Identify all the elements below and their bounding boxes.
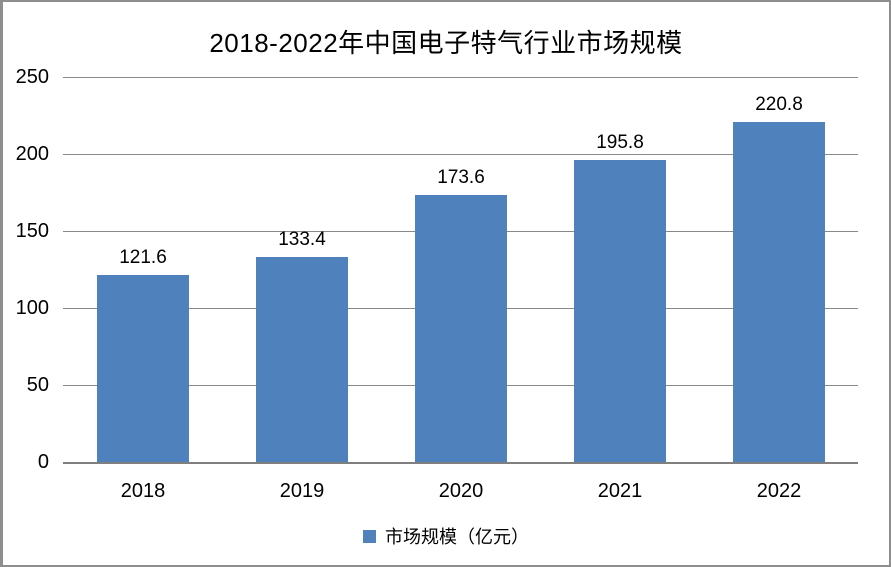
bar-2019 [256,257,348,462]
bar-2018 [97,275,189,462]
bar-2020 [415,195,507,462]
gridline [63,154,858,155]
y-tick-label: 200 [15,143,49,165]
bar-2022 [733,122,825,462]
bar-value-label: 220.8 [755,94,803,115]
x-tick-label: 2019 [279,480,325,502]
x-tick-label: 2018 [120,480,166,502]
legend-label: 市场规模（亿元） [385,527,529,547]
gridline [63,77,858,78]
bar-value-label: 173.6 [437,167,485,188]
plot-area: 121.6 133.4 173.6 195.8 220.8 [63,77,858,464]
legend-marker-icon [363,529,376,543]
bar-value-label: 133.4 [278,229,326,250]
x-tick-label: 2022 [756,480,802,502]
y-tick-label: 50 [26,374,49,396]
x-tick-label: 2020 [438,480,484,502]
bar-value-label: 121.6 [119,247,167,268]
y-tick-label: 100 [15,297,49,319]
bar-value-label: 195.8 [596,132,644,153]
bar-2021 [574,160,666,462]
legend: 市场规模（亿元） [3,523,889,549]
y-tick-label: 150 [15,220,49,242]
chart-title: 2018-2022年中国电子特气行业市场规模 [209,28,683,58]
chart-area: 121.6 133.4 173.6 195.8 220.8 0 50 100 150 200 25… [3,2,889,565]
y-tick-label: 250 [15,66,49,88]
y-tick-label: 0 [37,451,49,473]
x-tick-label: 2021 [597,480,643,502]
